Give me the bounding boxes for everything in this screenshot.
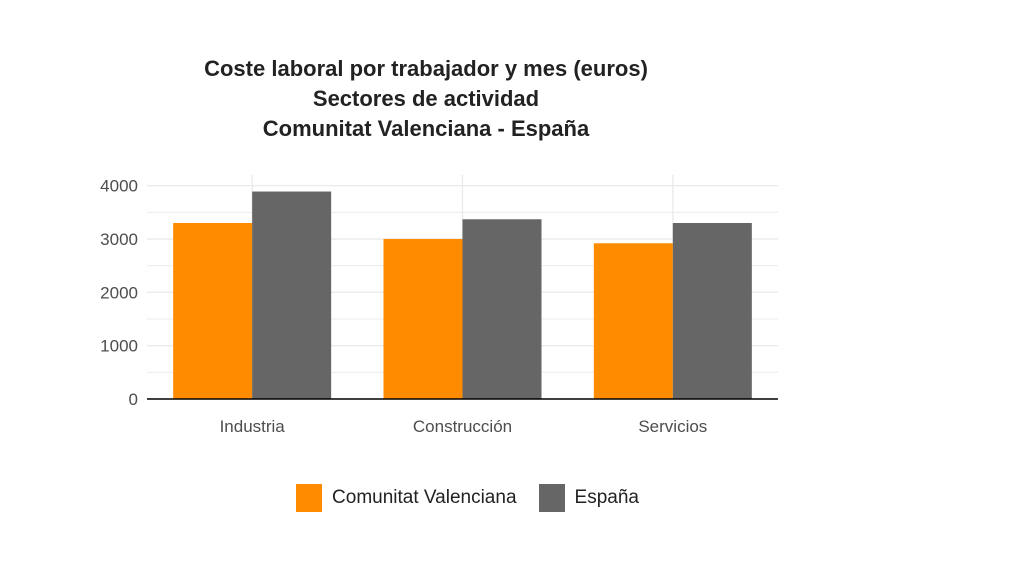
chart-title: Coste laboral por trabajador y mes (euro… (146, 54, 706, 144)
y-tick-label: 1000 (100, 337, 138, 356)
y-tick-label: 3000 (100, 230, 138, 249)
y-tick-label: 2000 (100, 283, 138, 302)
x-tick-label: Construcción (413, 417, 512, 436)
bar-espana (252, 191, 332, 399)
chart-title-line-3: Comunitat Valenciana - España (262, 116, 590, 141)
bar-espana (462, 219, 542, 399)
bar-comunitat-valenciana (383, 239, 463, 399)
legend-swatch-espana (538, 484, 565, 512)
legend-swatch-comunitat-valenciana (296, 484, 323, 512)
x-tick-label: Servicios (638, 417, 707, 436)
chart-title-line-2: Sectores de actividad (312, 86, 540, 111)
bar-espana (672, 223, 752, 399)
x-tick-label: Industria (220, 417, 286, 436)
bar-comunitat-valenciana (593, 243, 673, 399)
legend-label-espana: España (574, 487, 639, 508)
y-tick-label: 4000 (100, 177, 138, 196)
legend-item-comunitat-valenciana: Comunitat Valenciana (296, 484, 517, 512)
legend-label-comunitat-valenciana: Comunitat Valenciana (332, 487, 517, 508)
bar-comunitat-valenciana (173, 223, 253, 399)
chart-title-line-1: Coste laboral por trabajador y mes (euro… (204, 56, 648, 81)
legend: Comunitat Valenciana España (0, 484, 935, 512)
legend-item-espana: España (538, 484, 639, 512)
y-tick-label: 0 (129, 390, 138, 409)
